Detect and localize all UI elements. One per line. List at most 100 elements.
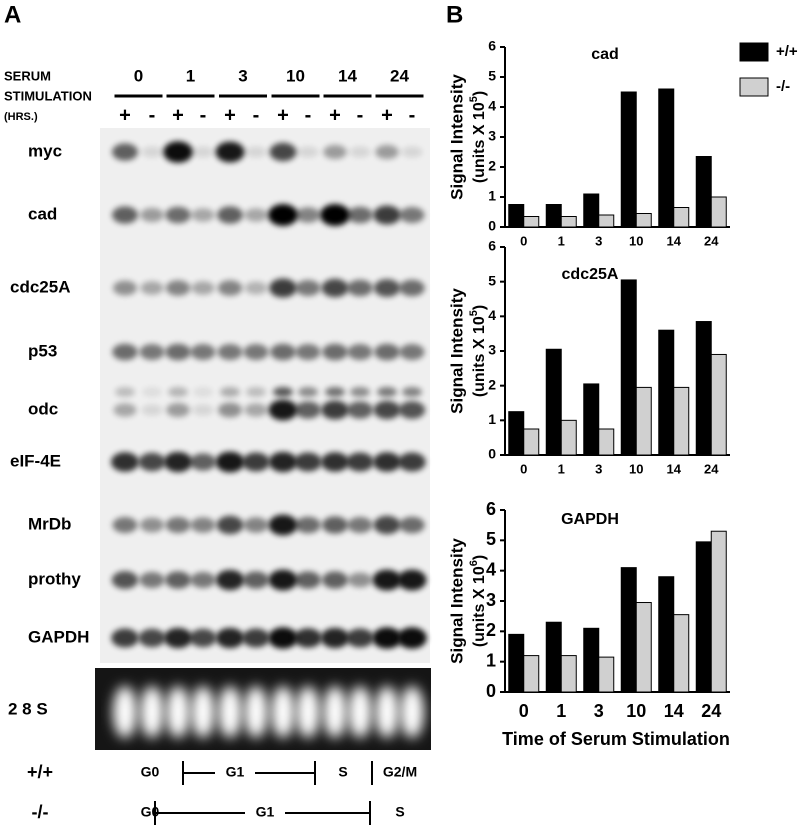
- blot-band: [141, 404, 163, 416]
- sign-label: +: [381, 104, 393, 126]
- x-tick-label: 0: [519, 701, 529, 721]
- blot-band: [399, 344, 425, 360]
- y-tick-label: 0: [488, 446, 496, 462]
- chart-title: cad: [591, 46, 619, 63]
- blot-band: [321, 400, 349, 420]
- blot-band: [398, 452, 426, 472]
- blot-band: [294, 452, 322, 472]
- blot-band: [165, 571, 191, 589]
- x-tick-label: 3: [594, 701, 604, 721]
- y-tick-label: 3: [486, 590, 496, 610]
- x-tick-label: 1: [558, 461, 565, 476]
- bar: [620, 567, 637, 693]
- phase-label: G2/M: [383, 764, 417, 780]
- phase-label: G1: [226, 764, 245, 780]
- x-tick-label: 3: [595, 461, 602, 476]
- blot-band: [113, 280, 137, 296]
- bar: [583, 193, 600, 228]
- blot-band: [347, 344, 373, 360]
- gene-label: odc: [28, 399, 58, 418]
- bar: [710, 353, 727, 456]
- blot-band: [168, 387, 188, 397]
- sign-label: -: [305, 104, 312, 126]
- time-label: 3: [238, 66, 247, 85]
- time-label: 1: [186, 66, 195, 85]
- bar: [508, 411, 525, 456]
- blot-band: [215, 451, 245, 473]
- sign-label: -: [200, 104, 207, 126]
- bar: [583, 383, 600, 456]
- rrna-band: [375, 686, 399, 738]
- y-tick-label: 5: [488, 272, 496, 288]
- bar: [673, 207, 690, 228]
- blot-band: [140, 517, 164, 533]
- bar: [658, 88, 675, 228]
- y-tick-label: 4: [486, 559, 496, 579]
- blot-band: [268, 627, 298, 649]
- blot-band: [377, 387, 397, 397]
- y-unit-exponent: 5: [468, 96, 480, 102]
- blot-band: [165, 343, 191, 361]
- sign-label: +: [277, 104, 289, 126]
- x-tick-label: 1: [558, 233, 565, 248]
- y-unit-end: ): [471, 555, 488, 560]
- bar: [695, 541, 712, 693]
- x-tick-label: 14: [664, 701, 684, 721]
- x-tick-label: 3: [595, 233, 602, 248]
- blot-band: [115, 387, 135, 397]
- blot-band: [273, 387, 293, 397]
- blot-band: [166, 402, 190, 418]
- blot-band: [189, 628, 217, 648]
- rrna-band: [296, 686, 320, 738]
- y-tick-label: 6: [488, 238, 496, 254]
- blot-band: [346, 628, 374, 648]
- y-unit-text: (units X 10: [471, 566, 488, 647]
- blot-band: [244, 403, 268, 417]
- blot-band: [320, 627, 350, 649]
- blot-band: [295, 207, 321, 223]
- rrna-label: 2 8 S: [8, 699, 48, 718]
- gene-label: GAPDH: [28, 627, 89, 646]
- bar: [523, 655, 540, 693]
- panel-label: A: [4, 1, 21, 28]
- time-label: 0: [134, 66, 143, 85]
- blot-band: [165, 280, 191, 296]
- blot-band: [268, 569, 298, 591]
- gene-label: cdc25A: [10, 277, 70, 296]
- sign-label: +: [172, 104, 184, 126]
- genotype-label: +/+: [27, 762, 53, 782]
- blot-band: [399, 516, 425, 534]
- blot-band: [321, 452, 349, 472]
- blot-band: [217, 206, 243, 224]
- y-tick-label: 6: [486, 499, 496, 519]
- legend-swatch: [739, 42, 769, 62]
- x-tick-label: 10: [629, 233, 643, 248]
- blot-band: [215, 627, 245, 649]
- blot-band: [401, 146, 423, 158]
- blot-band: [190, 517, 216, 533]
- x-tick-label: 1: [556, 701, 566, 721]
- y-tick-label: 1: [488, 411, 496, 427]
- bar: [523, 428, 540, 456]
- blot-band: [268, 514, 298, 536]
- blot-band: [347, 206, 373, 224]
- x-tick-label: 10: [629, 461, 643, 476]
- blot-band: [246, 387, 266, 397]
- blot-band: [111, 628, 139, 648]
- blot-band: [190, 453, 216, 471]
- x-tick-label: 14: [667, 461, 682, 476]
- blot-band: [111, 452, 139, 472]
- blot-band: [140, 207, 164, 223]
- legend-label: +/+: [776, 43, 798, 60]
- gene-label: prothy: [28, 569, 81, 588]
- blot-band: [270, 343, 296, 361]
- bar: [620, 279, 637, 456]
- blot-band: [190, 344, 216, 360]
- blot-band: [112, 206, 138, 224]
- bar: [523, 216, 540, 228]
- rrna-band: [348, 686, 372, 738]
- rrna-band: [244, 686, 268, 738]
- bar: [673, 614, 690, 693]
- bar: [635, 602, 652, 693]
- blot-band: [138, 628, 166, 648]
